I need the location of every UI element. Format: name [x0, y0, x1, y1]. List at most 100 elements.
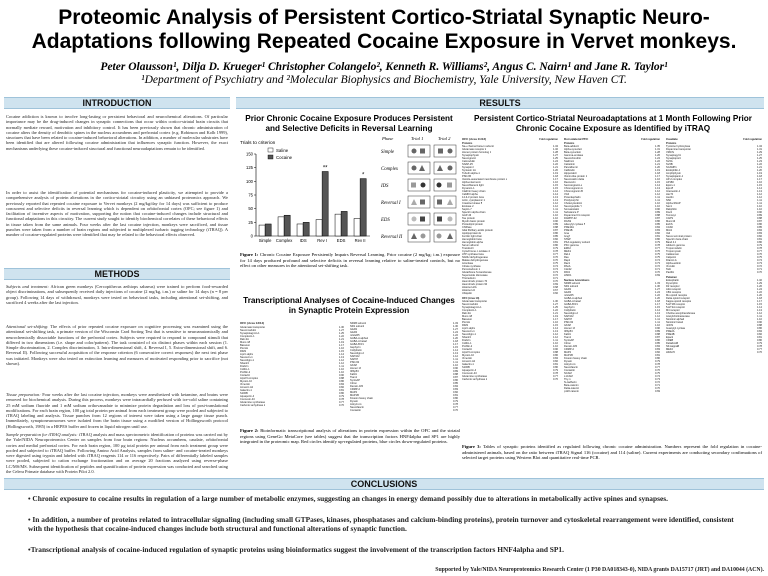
table-row: Synaptoporin 1.25	[666, 157, 762, 160]
table-row: Gephyrin 1.15	[350, 346, 458, 349]
x-tick-label: Simple	[259, 238, 272, 243]
protein-name: 5-HT1B receptor	[666, 302, 686, 306]
protein-name: Somatostatin	[564, 207, 580, 211]
table-row: Neurexin-1 1.13	[462, 330, 558, 333]
fold-value: 1.33	[452, 322, 458, 325]
table-row: Contactin 0.76	[350, 409, 458, 412]
protein-name: MEK1	[564, 249, 572, 253]
fold-value: 0.72	[552, 273, 558, 277]
table-group: Nucleus Accumbens NR2B subunit 1.33 NR1 sub…	[564, 279, 660, 393]
protein-name: Histone H2A	[462, 285, 477, 289]
table-row: SV2B 1.22	[666, 163, 762, 166]
protein-name: Collybistin	[564, 308, 576, 312]
fold-value: 0.88	[756, 216, 762, 220]
methods-tissue: Tissue preparation: Four weeks after the…	[6, 392, 228, 429]
fold-value: 1.22	[654, 293, 660, 297]
table-row: Nicotinic beta2 0.90	[666, 321, 762, 324]
protein-name: Synaptoporin	[666, 156, 682, 160]
table-row: Synaptotagmin-1 1.25	[240, 332, 344, 335]
protein-name: Neuromodulin	[462, 302, 479, 306]
protein-name: Profilin-2	[462, 344, 473, 348]
protein-name: Drebrin	[240, 364, 249, 368]
fold-value: 1.16	[756, 180, 762, 184]
fold-value: 0.82	[654, 350, 660, 354]
table-row: Beta-catenin 0.71	[564, 384, 660, 387]
protein-name: Citrate synthase	[462, 264, 481, 268]
x-tick-label: Complex	[276, 238, 293, 243]
protein-name: Tiam1	[350, 376, 358, 379]
table-row: Rab-3A 1.21	[240, 338, 344, 341]
fold-value: 0.81	[552, 240, 558, 244]
protein-name: GABA-A beta2	[564, 299, 581, 303]
protein-name: IRSp53	[350, 370, 359, 373]
fold-value: 1.11	[339, 364, 344, 368]
table-row: Proenkephalin 1.11	[564, 196, 660, 199]
protein-name: GKAP	[564, 323, 572, 327]
protein-name: Ankyrin-G	[564, 362, 576, 366]
protein-name: Annexin A2	[462, 359, 476, 363]
table-row: Vimentin 0.84	[240, 383, 344, 386]
fold-value: 1.15	[338, 349, 344, 353]
figure3-caption: Figure 3: Tables of synaptic proteins id…	[462, 444, 762, 461]
fold-value: 1.11	[453, 361, 458, 364]
table-row: Rab-3A 1.21	[462, 312, 558, 315]
bar-saline-complex	[277, 216, 285, 237]
protein-name: RIM1	[240, 349, 247, 353]
protein-name: GABA-A alpha1	[564, 296, 583, 300]
protein-name: Dynorphin	[666, 281, 678, 285]
table-row: Ankyrin-G 0.78	[350, 403, 458, 406]
fold-value: 1.27	[338, 328, 344, 332]
table-row: Neuroligin-1 1.12	[240, 359, 344, 362]
fold-value: 1.25	[552, 305, 558, 309]
protein-name: SAP102	[564, 314, 574, 318]
table-row: IRSp53 0.89	[350, 370, 458, 373]
protein-name: Hemoglobin beta	[462, 237, 482, 241]
chart-axes	[255, 154, 370, 237]
table-row: NF-kappaB 0.78	[666, 345, 762, 348]
methods-setshift-label: Attentional set-shifting:	[6, 324, 49, 329]
methods-tissue-label: Tissue preparation:	[6, 392, 41, 397]
fold-value: 0.78	[654, 243, 660, 247]
table-row: Glutamate transporter 1.30	[462, 300, 558, 303]
chart-ylabel: Trials to criterion	[240, 140, 276, 146]
protein-name: Dynamin-1	[462, 186, 475, 190]
protein-name: Epsin-1	[666, 183, 675, 187]
table-row: Collybistin 1.14	[350, 349, 458, 352]
fold-value: 1.18	[654, 299, 660, 303]
protein-name: Enkephalin	[666, 278, 679, 282]
protein-name: Connexin-43	[240, 397, 255, 401]
protein-name: Glutamate receptor 2	[462, 147, 487, 151]
protein-name: Complexin-1	[462, 308, 477, 312]
table-group-name: Proteins	[666, 141, 677, 145]
table-row: Rap1 0.74	[564, 259, 660, 262]
table-row: Raf-1 0.75	[564, 253, 660, 256]
fold-value: 0.82	[552, 237, 558, 241]
fold-value: 0.73	[756, 261, 762, 265]
table-row: Delta opioid receptor 1.18	[666, 297, 762, 300]
table-row: Peroxiredoxin 1 0.74	[462, 268, 558, 271]
fold-value: 1.16	[338, 346, 344, 350]
table-row: mGluR5 1.22	[564, 294, 660, 297]
table-row: SynGAP 0.86	[564, 339, 660, 342]
protein-name: A2A receptor	[666, 287, 681, 291]
y-tick-label: 25	[248, 220, 253, 225]
fold-value: 0.80	[552, 243, 558, 247]
fold-value: 1.13	[552, 195, 558, 199]
table-row: NADH dehydrogenase 0.76	[462, 256, 558, 259]
protein-table-3: Caudate Fold regulation Proteins Tyrosine h…	[666, 138, 762, 438]
table-row: Band 4.1 0.80	[666, 241, 762, 244]
table-row: Enkephalin 1.32	[666, 279, 762, 282]
table-heading-text: Dorsolateral PFC	[564, 138, 589, 141]
table-row: Epsin-1 1.15	[666, 184, 762, 187]
table-row: Nicotinic alpha4 1.10	[666, 318, 762, 321]
fold-value: 1.12	[452, 355, 458, 358]
fold-value: 0.81	[756, 335, 762, 339]
table-row: Tubulin alpha-1 1.19	[462, 172, 558, 175]
fold-value: 0.87	[654, 216, 660, 220]
protein-name: GAP-43	[462, 213, 472, 217]
fold-value: 0.83	[452, 388, 458, 391]
fold-value: 1.21	[756, 165, 762, 169]
table-row: Recoverin 1.15	[564, 181, 660, 184]
protein-name: Gnal	[564, 231, 570, 235]
fold-value: 0.81	[654, 353, 660, 357]
